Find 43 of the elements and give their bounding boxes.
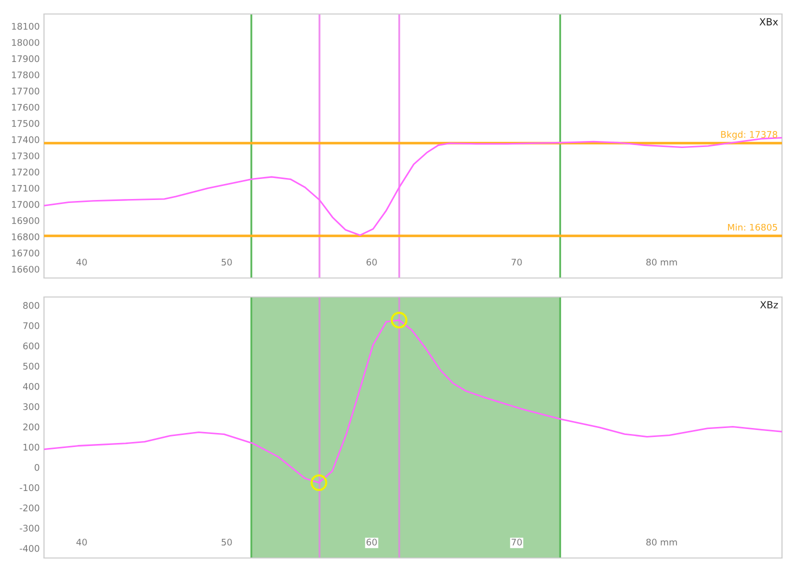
y-tick-label: 18000	[12, 39, 40, 46]
chart-title: XBz	[760, 301, 778, 308]
y-tick-label: 17200	[12, 168, 40, 176]
y-tick-label: 800	[23, 302, 40, 309]
y-tick-label: 17400	[12, 136, 40, 144]
x-tick-label: 80 mm	[646, 258, 677, 266]
y-tick-label: 700	[23, 322, 40, 330]
y-tick-label: 200	[23, 424, 40, 430]
y-tick-label: 16900	[12, 217, 40, 224]
y-tick-label: -300	[20, 524, 40, 532]
ref-line-label: Bkgd: 17378	[721, 130, 778, 140]
y-tick-label: 300	[23, 403, 40, 410]
y-tick-label: 18100	[12, 22, 40, 30]
ref-line-label: Min: 16805	[728, 224, 778, 231]
y-tick-label: 600	[23, 342, 40, 350]
x-tick-label: 50	[222, 258, 232, 266]
y-tick-label: 16700	[12, 250, 40, 256]
y-tick-label: -200	[20, 504, 40, 512]
x-tick-label: 60	[366, 538, 377, 546]
y-tick-label: 16600	[12, 266, 40, 273]
y-tick-label: 100	[24, 444, 40, 451]
x-tick-label: 70	[512, 258, 522, 266]
y-tick-label: 16800	[12, 233, 40, 240]
y-tick-label: 17700	[12, 88, 40, 94]
chart-title: XBx	[760, 18, 778, 26]
y-tick-label: 17300	[12, 152, 40, 160]
y-tick-label: 17600	[12, 104, 40, 111]
y-tick-label: -400	[20, 545, 40, 552]
x-tick-label: 40	[76, 258, 87, 266]
x-tick-label: 40	[76, 538, 87, 546]
x-tick-label: 70	[512, 538, 522, 546]
y-tick-label: 0	[34, 464, 40, 471]
y-tick-label: 500	[23, 362, 40, 370]
y-tick-label: -100	[20, 484, 40, 492]
x-tick-label: 50	[222, 538, 232, 546]
x-tick-label: 60	[366, 258, 377, 266]
y-tick-label: 17000	[12, 201, 40, 208]
y-tick-label: 17100	[12, 184, 40, 192]
y-tick-label: 17800	[12, 71, 40, 78]
y-tick-label: 17500	[12, 120, 40, 127]
y-tick-label: 17900	[12, 55, 40, 62]
x-tick-label: 80 mm	[646, 538, 677, 546]
y-tick-label: 400	[23, 383, 40, 390]
